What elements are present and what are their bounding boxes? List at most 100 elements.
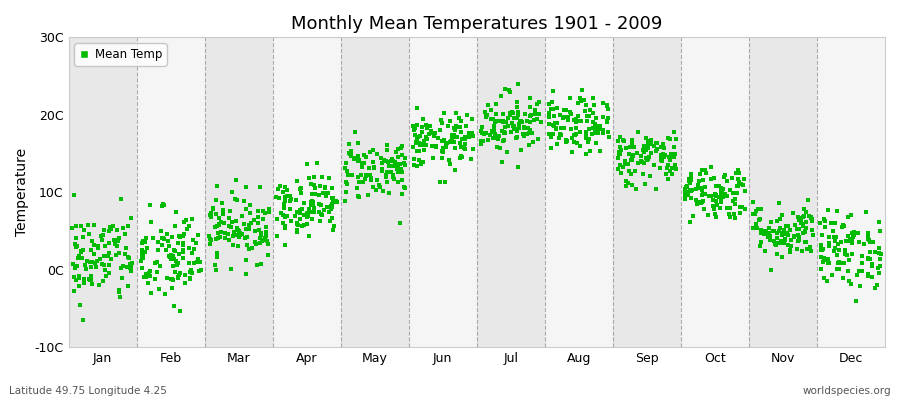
Point	[637, 149, 652, 156]
Point	[866, 239, 880, 246]
Point	[139, 235, 153, 241]
Point	[751, 206, 765, 212]
Point	[860, 233, 875, 239]
Point	[205, 205, 220, 212]
Point	[487, 123, 501, 129]
Point	[81, 222, 95, 229]
Point	[542, 101, 556, 107]
Point	[398, 185, 412, 192]
Point	[869, 282, 884, 288]
Point	[76, 247, 90, 253]
Point	[294, 190, 309, 196]
Point	[108, 239, 122, 246]
Point	[184, 266, 198, 273]
Point	[259, 229, 274, 236]
Point	[588, 121, 602, 127]
Point	[830, 208, 844, 214]
Point	[306, 198, 320, 205]
Point	[173, 270, 187, 276]
Point	[509, 115, 524, 121]
Point	[514, 147, 528, 154]
Point	[820, 278, 834, 284]
Point	[327, 222, 341, 229]
Point	[302, 206, 317, 212]
Point	[868, 249, 882, 255]
Point	[87, 222, 102, 229]
Point	[165, 234, 179, 240]
Point	[338, 189, 353, 195]
Point	[80, 258, 94, 264]
Point	[410, 135, 424, 142]
Point	[789, 226, 804, 232]
Point	[844, 280, 859, 287]
Point	[308, 184, 322, 191]
Point	[783, 249, 797, 256]
Point	[76, 276, 91, 282]
Point	[300, 161, 314, 167]
Point	[590, 140, 604, 146]
Point	[770, 251, 784, 257]
Point	[139, 270, 153, 277]
Point	[836, 260, 850, 266]
Point	[714, 195, 728, 201]
Point	[792, 214, 806, 221]
Point	[284, 218, 299, 224]
Point	[694, 187, 708, 193]
Point	[842, 257, 856, 263]
Point	[302, 233, 316, 239]
Point	[444, 139, 458, 146]
Point	[662, 167, 677, 174]
Point	[659, 171, 673, 178]
Point	[396, 183, 410, 190]
Point	[649, 186, 663, 192]
Point	[418, 134, 433, 141]
Point	[420, 136, 435, 142]
Point	[367, 165, 382, 171]
Point	[159, 275, 174, 282]
Bar	[749, 37, 817, 347]
Point	[450, 134, 464, 140]
Point	[708, 192, 723, 198]
Point	[566, 131, 580, 138]
Point	[728, 196, 742, 202]
Point	[85, 281, 99, 288]
Point	[752, 216, 767, 222]
Point	[436, 110, 451, 116]
Point	[356, 160, 370, 167]
Point	[829, 234, 843, 240]
Point	[477, 131, 491, 137]
Point	[726, 211, 741, 218]
Point	[458, 141, 473, 147]
Point	[872, 250, 886, 256]
Point	[835, 275, 850, 282]
Point	[689, 200, 704, 207]
Point	[631, 160, 645, 166]
Point	[583, 106, 598, 113]
Point	[757, 231, 771, 237]
Point	[720, 193, 734, 199]
Point	[114, 265, 129, 271]
Point	[547, 113, 562, 119]
Point	[845, 230, 859, 236]
Point	[780, 230, 795, 236]
Point	[135, 240, 149, 246]
Point	[445, 132, 459, 139]
Point	[733, 203, 747, 210]
Point	[828, 245, 842, 252]
Point	[415, 128, 429, 135]
Point	[203, 214, 218, 220]
Point	[588, 126, 602, 132]
Point	[305, 191, 320, 198]
Point	[826, 228, 841, 234]
Point	[140, 280, 155, 286]
Point	[355, 160, 369, 166]
Point	[618, 182, 633, 189]
Point	[797, 229, 812, 235]
Point	[318, 184, 332, 190]
Point	[593, 148, 608, 154]
Point	[625, 151, 639, 158]
Point	[448, 166, 463, 173]
Point	[121, 254, 135, 260]
Point	[218, 229, 232, 236]
Point	[738, 206, 752, 212]
